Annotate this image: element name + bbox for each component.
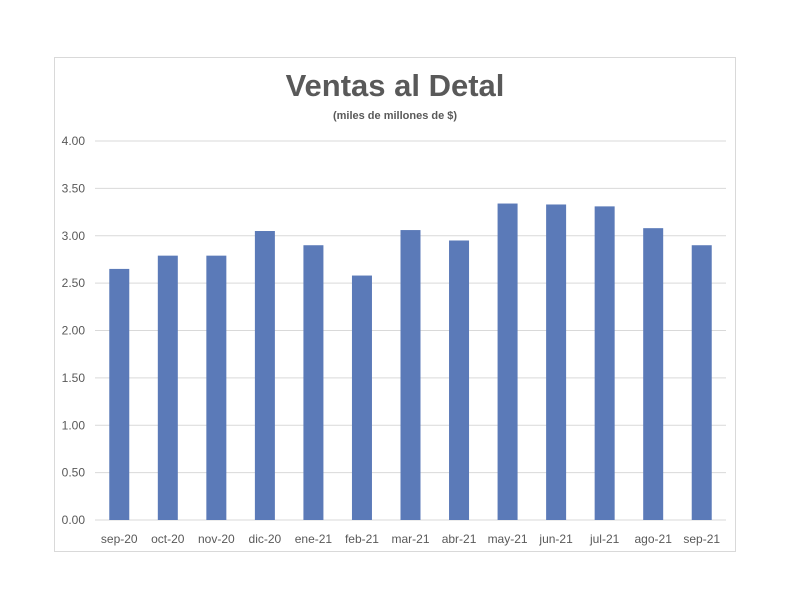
x-axis-ticks: sep-20 oct-20 nov-20 dic-20 ene-21 feb-21 mar-… <box>101 532 720 546</box>
bar-nov-20 <box>206 255 227 520</box>
bar-feb-21 <box>351 275 372 520</box>
y-tick-label: 2.00 <box>62 324 86 338</box>
bar-jun-21 <box>546 204 567 521</box>
x-tick-label: oct-20 <box>151 532 185 546</box>
bar-may-21 <box>497 203 518 520</box>
bar-mar-21 <box>400 230 421 520</box>
y-axis-ticks: 0.00 0.50 1.00 1.50 2.00 2.50 3.00 3.50 4.00 <box>62 134 86 527</box>
x-tick-label: jun-21 <box>538 532 573 546</box>
chart-title: Ventas al Detal <box>285 68 505 103</box>
bar-ago-21 <box>643 228 664 521</box>
x-tick-label: ago-21 <box>635 532 673 546</box>
y-tick-label: 0.50 <box>62 466 86 480</box>
x-tick-label: may-21 <box>488 532 528 546</box>
y-tick-label: 4.00 <box>62 134 86 148</box>
x-tick-label: sep-20 <box>101 532 138 546</box>
bar-sep-21 <box>691 245 712 520</box>
chart-subtitle: (miles de millones de $) <box>332 110 458 122</box>
x-tick-label: nov-20 <box>198 532 235 546</box>
bars <box>109 203 712 521</box>
bar-dic-20 <box>254 231 275 520</box>
y-tick-label: 3.00 <box>62 229 86 243</box>
bar-abr-21 <box>449 240 470 521</box>
bar-ene-21 <box>303 245 324 520</box>
x-tick-label: sep-21 <box>683 532 720 546</box>
y-tick-label: 1.50 <box>62 371 86 385</box>
x-tick-label: dic-20 <box>249 532 282 546</box>
bar-oct-20 <box>157 255 178 520</box>
y-tick-label: 2.50 <box>62 276 86 290</box>
x-tick-label: jul-21 <box>589 532 620 546</box>
y-tick-label: 1.00 <box>62 418 86 432</box>
x-tick-label: ene-21 <box>295 532 333 546</box>
y-tick-label: 0.00 <box>62 513 86 527</box>
x-tick-label: feb-21 <box>345 532 379 546</box>
y-tick-label: 3.50 <box>62 181 86 195</box>
x-tick-label: abr-21 <box>442 532 477 546</box>
bar-jul-21 <box>594 206 615 520</box>
x-tick-label: mar-21 <box>391 532 429 546</box>
bar-sep-20 <box>109 268 130 520</box>
